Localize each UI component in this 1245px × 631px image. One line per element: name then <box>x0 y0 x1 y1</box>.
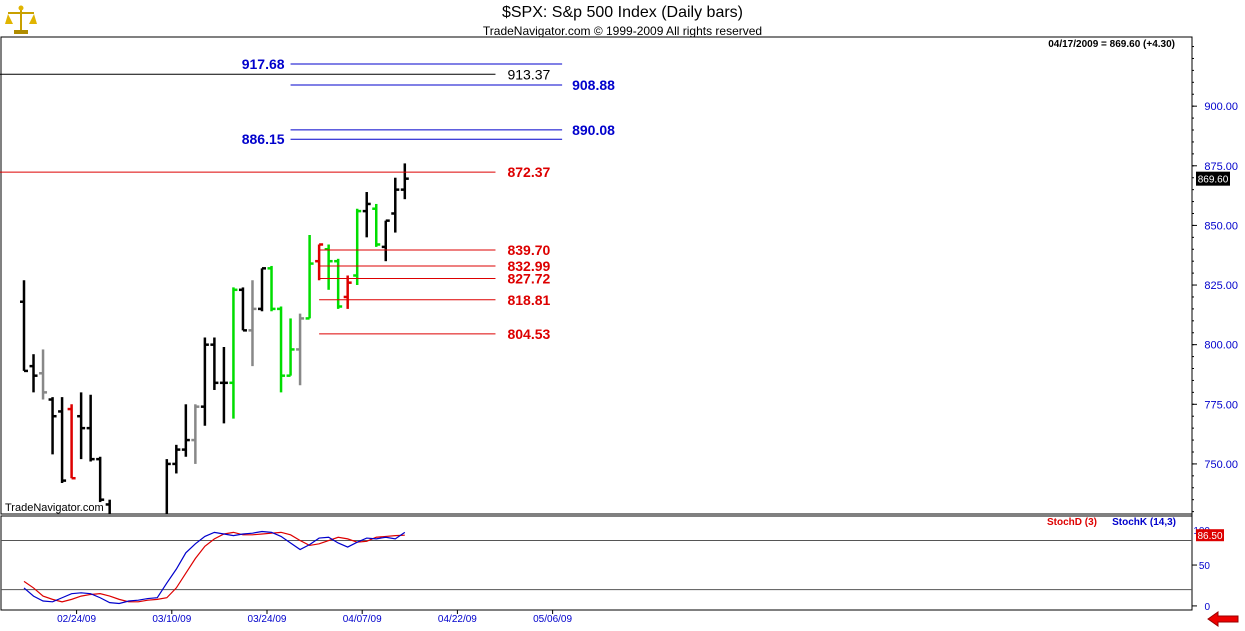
y-tick-label: 775.00 <box>1204 399 1238 411</box>
left-arrow-icon[interactable] <box>1206 611 1240 627</box>
stoch-series-line <box>23 531 405 603</box>
x-tick-label: 05/06/09 <box>533 614 572 625</box>
main-panel-frame <box>0 36 1193 515</box>
y-tick-label: 850.00 <box>1204 220 1238 232</box>
x-tick-label: 03/10/09 <box>152 614 191 625</box>
y-tick-label: 750.00 <box>1204 459 1238 471</box>
watermark-text: TradeNavigator.com <box>5 502 104 514</box>
level-label: 872.37 <box>507 164 550 180</box>
stoch-y-tick-label: 50 <box>1199 561 1211 572</box>
level-label: 890.08 <box>572 122 615 138</box>
level-label: 818.81 <box>507 292 550 308</box>
level-label: 908.88 <box>572 77 615 93</box>
y-tick-label: 875.00 <box>1204 161 1238 173</box>
y-tick-label: 800.00 <box>1204 340 1238 352</box>
price-bars-group <box>20 163 409 514</box>
legend-stoch-k: StochK (14,3) <box>1112 517 1176 528</box>
x-tick-label: 04/22/09 <box>438 614 477 625</box>
scales-icon <box>5 5 37 34</box>
stoch-series-line <box>23 530 406 605</box>
level-label: 839.70 <box>507 242 550 258</box>
legend-stoch-d: StochD (3) <box>1047 517 1097 528</box>
level-label: 886.15 <box>242 131 285 147</box>
level-label: 913.37 <box>507 66 550 82</box>
stoch-y-tick-label: 0 <box>1204 602 1210 613</box>
level-label: 832.99 <box>507 258 550 274</box>
y-tick-label: 900.00 <box>1204 101 1238 113</box>
level-label: 917.68 <box>242 56 285 72</box>
stoch-value-box <box>1196 529 1224 542</box>
x-tick-label: 02/24/09 <box>57 614 96 625</box>
level-label: 804.53 <box>507 326 550 342</box>
x-tick-label: 03/24/09 <box>248 614 287 625</box>
last-bar-readout: 04/17/2009 = 869.60 (+4.30) <box>1048 39 1175 50</box>
last-price-label: 869.60 <box>1198 175 1229 186</box>
chart-title: $SPX: S&p 500 Index (Daily bars) <box>501 4 743 21</box>
copyright-text: TradeNavigator.com © 1999-2009 All right… <box>482 24 763 38</box>
last-price-box <box>1196 171 1230 186</box>
level-label: 827.72 <box>507 271 550 287</box>
x-tick-label: 04/07/09 <box>343 614 382 625</box>
stoch-value-label: 86.50 <box>1197 531 1222 542</box>
y-tick-label: 825.00 <box>1204 280 1238 292</box>
